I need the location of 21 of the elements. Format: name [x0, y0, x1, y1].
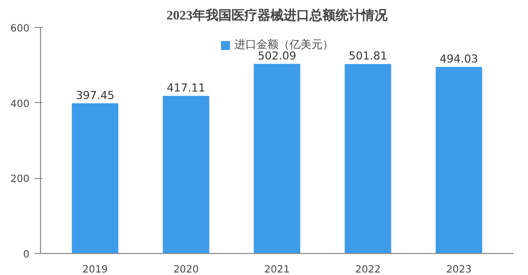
y-tick-label: 400 [10, 98, 30, 110]
x-tick-label: 2020 [173, 264, 199, 275]
y-tick-label: 200 [10, 174, 30, 186]
data-label: 397.45 [76, 88, 114, 102]
legend-label: 进口金额（亿美元） [234, 38, 334, 51]
y-tick-label: 0 [23, 250, 30, 260]
data-label: 501.81 [348, 49, 388, 62]
data-label: 417.11 [166, 81, 206, 94]
bar [344, 64, 392, 254]
bar [72, 103, 118, 254]
data-label: 502.09 [258, 49, 296, 62]
x-tick-label: 2023 [446, 264, 472, 275]
bar [254, 64, 300, 254]
x-tick-label: 2019 [82, 264, 108, 275]
data-label: 494.03 [440, 52, 478, 66]
x-tick-label: 2022 [355, 264, 381, 275]
x-tick-label: 2021 [264, 264, 290, 275]
bar [162, 96, 210, 254]
bar [436, 66, 482, 254]
y-tick-label: 600 [10, 24, 30, 34]
chart-title: 2023年我国医疗器械进口总额统计情况 [166, 8, 388, 22]
